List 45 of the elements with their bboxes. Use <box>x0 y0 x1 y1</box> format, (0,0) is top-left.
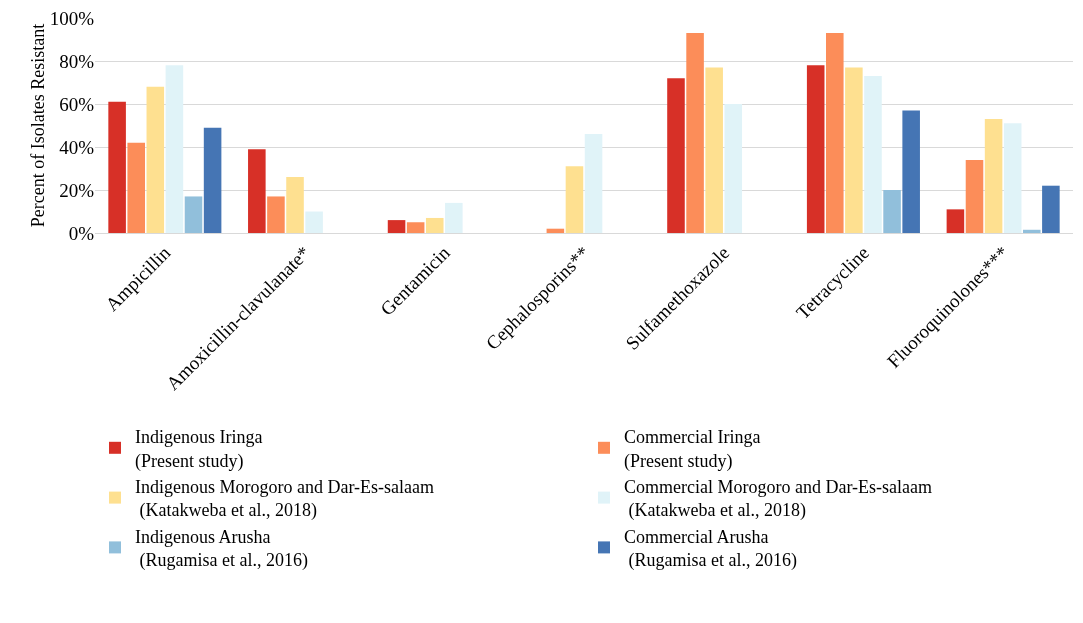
bar <box>387 220 406 233</box>
y-tick-label: 20% <box>59 179 95 201</box>
y-tick-label: 100% <box>49 7 95 29</box>
y-axis-title: Percent of Isolates Resistant <box>27 23 48 228</box>
bar <box>425 217 444 233</box>
bar <box>1003 123 1022 233</box>
bar <box>127 142 145 233</box>
bar <box>845 67 863 233</box>
bar <box>286 177 304 233</box>
bar <box>1042 185 1060 233</box>
bar <box>146 86 165 233</box>
bar <box>165 65 184 233</box>
bar <box>864 76 882 233</box>
bar <box>108 101 126 233</box>
y-tick-label: 80% <box>59 50 95 72</box>
legend-label: Indigenous Arusha (Rugamisa et al., 2016) <box>135 526 308 572</box>
bar <box>406 222 425 233</box>
bar <box>565 166 584 233</box>
bar <box>883 190 901 233</box>
bar <box>806 65 825 233</box>
bar <box>248 149 266 233</box>
y-tick-label: 60% <box>59 93 95 115</box>
legend-label: Commercial Morogoro and Dar-Es-salaam (Katakweba et al., 2018) <box>624 476 933 522</box>
bar <box>305 211 323 233</box>
bar <box>667 78 685 233</box>
y-tick-label: 40% <box>59 136 95 158</box>
bar <box>184 196 203 233</box>
bar <box>724 104 743 233</box>
bar <box>826 33 844 233</box>
legend-label: Commercial Iringa (Present study) <box>624 427 761 472</box>
bar <box>445 202 463 233</box>
bar <box>902 110 920 233</box>
bar <box>705 67 723 233</box>
bar <box>686 33 704 233</box>
bar <box>584 134 603 233</box>
legend-label: Indigenous Morogoro and Dar-Es-salaam (Katakweba et al., 2018) <box>135 476 435 522</box>
bar <box>984 119 1003 233</box>
bar <box>203 127 222 233</box>
bar <box>267 196 285 233</box>
bar <box>946 209 965 233</box>
legend-label: Commercial Arusha (Rugamisa et al., 2016) <box>624 526 797 572</box>
legend-label: Indigenous Iringa (Present study) <box>135 427 263 472</box>
y-tick-label: 0% <box>68 222 95 244</box>
bar <box>965 159 984 233</box>
bar <box>1023 229 1041 233</box>
